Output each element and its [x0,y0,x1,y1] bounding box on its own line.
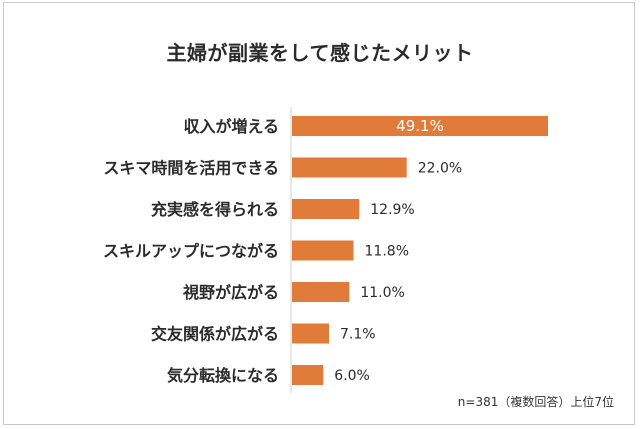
category-label: 交友関係が広がる [151,325,279,344]
category-label: スキルアップにつながる [103,242,279,261]
category-label: 視野が広がる [182,283,279,302]
bar [292,157,407,178]
bar [292,240,354,261]
bar [292,365,324,385]
value-label: 11.8% [365,244,409,260]
value-label: 12.9% [370,202,414,218]
sample-note: n=381（複数回答）上位7位 [457,395,614,409]
category-label: 気分転換になる [167,366,279,385]
bar [292,116,548,136]
bar [292,323,330,344]
category-label: スキマ時間を活用できる [103,159,279,178]
value-label: 6.0% [334,368,370,384]
chart-title: 主婦が副業をして感じたメリット [166,41,474,65]
bar [292,282,350,302]
value-label: 49.1% [396,117,444,135]
category-label: 収入が増える [183,117,279,136]
value-label: 22.0% [418,161,462,177]
category-label: 充実感を得られる [151,200,279,219]
value-label: 11.0% [360,285,404,301]
bar [292,199,360,219]
value-label: 7.1% [340,327,376,343]
